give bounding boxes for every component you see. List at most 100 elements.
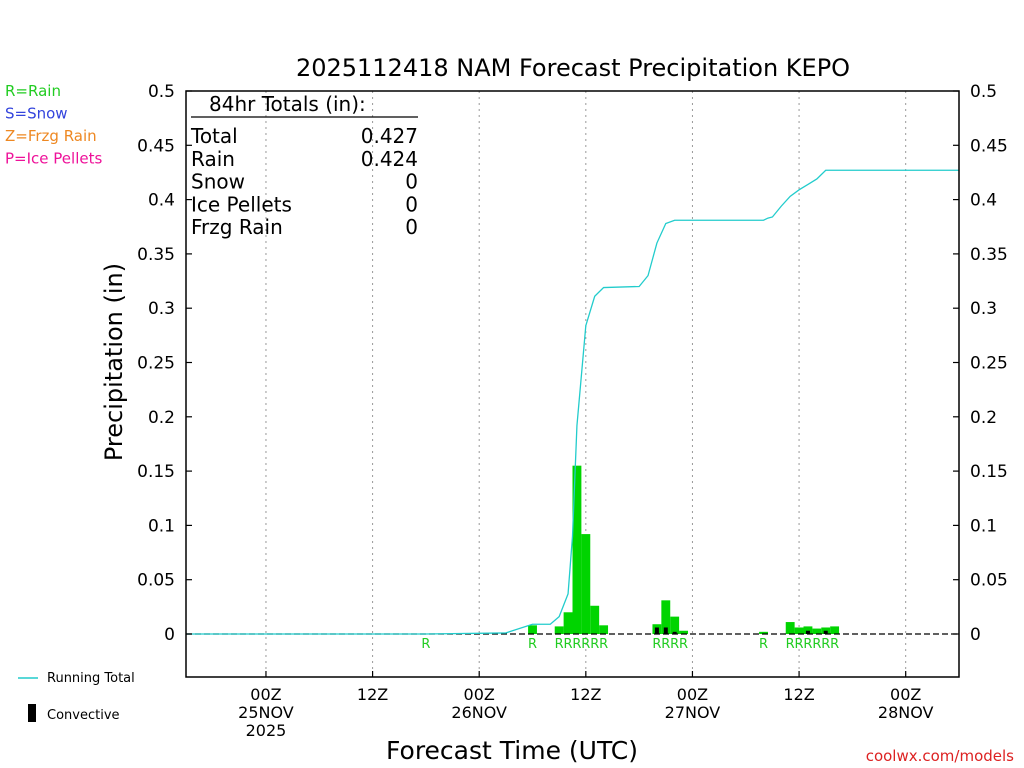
x-tick-label: 12Z [357,685,388,704]
x-tick-label: 00Z [890,685,921,704]
y-tick-label-right: 0.05 [970,571,1008,591]
rain-bars [528,465,840,634]
totals-row-label: Frzg Rain [191,215,283,239]
y-tick-label-right: 0.2 [970,408,997,428]
precip-type-legend: R=Rain S=Snow Z=Frzg Rain P=Ice Pellets [5,82,102,168]
totals-row-value: 0 [405,215,418,239]
x-tick-label: 25NOV [238,703,294,722]
precip-type-marker: R [421,637,430,652]
x-tick-label: 00Z [464,685,495,704]
running-total-line [186,169,959,635]
precip-type-marker: R [830,637,839,652]
y-tick-label-right: 0 [970,625,981,645]
y-axis-label: Precipitation (in) [100,263,128,461]
y-tick-label-left: 0 [164,625,175,645]
precip-type-marker: R [812,637,821,652]
rain-bar [830,626,840,634]
y-tick-label-left: 0.35 [137,245,175,265]
precip-type-marker: R [581,637,590,652]
precip-type-marker: R [759,637,768,652]
precip-type-marker: R [564,637,573,652]
totals-row-value: 0 [405,192,418,216]
y-tick-label-right: 0.45 [970,136,1008,156]
y-tick-label-right: 0.4 [970,191,997,211]
y-tick-label-left: 0.1 [148,516,175,536]
precip-type-legend-item: R=Rain [5,82,61,100]
y-tick-label-right: 0.25 [970,354,1008,374]
precip-type-legend-item: Z=Frzg Rain [5,127,97,145]
totals-row-value: 0 [405,170,418,194]
plot-frame [185,90,960,678]
precip-type-marker: R [786,637,795,652]
y-tick-label-left: 0.25 [137,354,175,374]
y-tick-label-right: 0.1 [970,516,997,536]
precip-type-marker: R [795,637,804,652]
totals-row-label: Ice Pellets [191,192,292,216]
totals-row-label: Snow [191,170,245,194]
convective-bars [654,627,828,634]
rain-bar [554,626,564,634]
x-tick-label: 00Z [250,685,281,704]
x-tick-label: 28NOV [878,703,934,722]
running-total-legend-label: Running Total [47,671,135,686]
convective-bar [823,630,828,634]
y-tick-label-left: 0.45 [137,136,175,156]
rain-bar [563,612,573,634]
precip-type-marker: R [803,637,812,652]
y-tick-label-left: 0.2 [148,408,175,428]
precip-type-marker: R [679,637,688,652]
rain-bar [572,465,582,634]
totals-row-value: 0.427 [361,124,418,148]
rain-bar [812,628,822,634]
totals-heading: 84hr Totals (in): [209,92,366,116]
precip-type-marker: R [652,637,661,652]
rain-bar [581,534,591,634]
x-tick-label: 12Z [783,685,814,704]
credit-text: coolwx.com/models [866,747,1014,765]
totals-row-label: Rain [191,147,235,171]
precip-type-legend-item: S=Snow [5,105,68,123]
y-tick-label-right: 0.35 [970,245,1008,265]
y-tick-label-left: 0.4 [148,191,175,211]
running-total-legend: Running Total [18,671,135,686]
precip-type-marker: R [555,637,564,652]
rain-bar [590,605,600,634]
y-tick-label-right: 0.3 [970,299,997,319]
convective-bar [654,627,659,634]
totals-box: 84hr Totals (in): Total 0.427 Rain 0.424 Snow… [190,92,418,239]
precip-type-marker: R [661,637,670,652]
precip-type-marker: R [599,637,608,652]
rain-bar [785,622,795,634]
vertical-gridlines [265,91,907,677]
x-tick-label: 26NOV [451,703,507,722]
y-tick-label-left: 0.3 [148,299,175,319]
totals-row-label: Total [190,124,238,148]
rain-bar [803,626,813,634]
x-tick-label: 27NOV [665,703,721,722]
convective-bar [805,630,810,634]
y-tick-label-left: 0.05 [137,571,175,591]
x-axis-label: Forecast Time (UTC) [386,736,638,765]
precip-type-marker: R [528,637,537,652]
rain-bar [679,630,689,634]
rain-bar [661,600,671,634]
precip-type-marker: R [670,637,679,652]
precip-type-marker: R [590,637,599,652]
convective-legend-swatch [28,704,36,722]
rain-bar [759,631,768,634]
x-tick-label: 2025 [246,721,287,740]
rain-bar [670,616,680,634]
y-tick-label-left: 0.5 [148,82,175,102]
convective-legend: Convective [28,704,120,723]
totals-row-value: 0.424 [361,147,418,171]
x-tick-label: 00Z [677,685,708,704]
convective-bar [672,631,677,634]
chart-title: 2025112418 NAM Forecast Precipitation KE… [296,54,850,82]
y-tick-label-right: 0.15 [970,462,1008,482]
y-axis-left: 0 0.05 0.1 0.15 0.2 0.25 0.3 0.35 0.4 0.45 0.5 [137,82,192,645]
rain-bar [599,625,609,634]
precip-type-marker: R [572,637,581,652]
